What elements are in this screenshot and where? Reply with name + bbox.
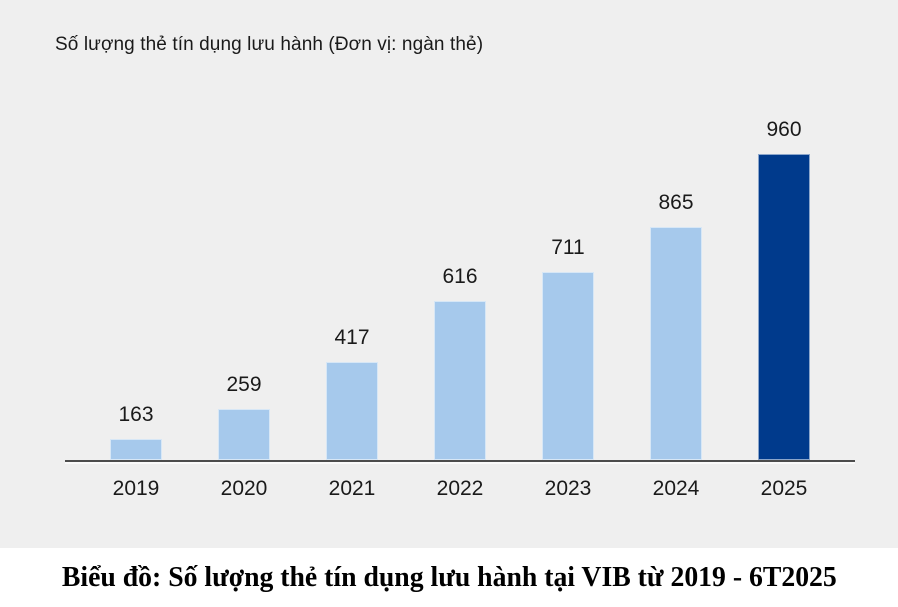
x-axis-label-2021: 2021 (328, 477, 376, 500)
x-axis-label-2022: 2022 (436, 477, 484, 500)
bar-value-label-2019: 163 (118, 403, 154, 426)
x-axis-label-2023: 2023 (544, 477, 592, 500)
x-axis-label-2020: 2020 (220, 477, 268, 500)
bar-2019 (110, 439, 162, 460)
chart-title: Số lượng thẻ tín dụng lưu hành (Đơn vị: … (55, 34, 484, 55)
bar-2021 (326, 362, 378, 460)
bar-2025 (758, 154, 810, 460)
x-axis-label-2019: 2019 (112, 477, 160, 500)
chart-caption: Biểu đồ: Số lượng thẻ tín dụng lưu hành … (61, 561, 837, 593)
bar-value-label-2020: 259 (226, 373, 262, 396)
bar-value-label-2025: 960 (766, 118, 802, 141)
bar-value-label-2023: 711 (551, 236, 585, 259)
bar-value-label-2022: 616 (442, 265, 478, 288)
bar-2024 (650, 227, 702, 460)
bar-value-label-2021: 417 (334, 326, 370, 349)
x-axis-label-2024: 2024 (652, 477, 700, 500)
bar-chart-plot: 163 2019 259 2020 417 2021 616 2022 711 2023 865 20… (65, 118, 855, 500)
caption-strip: Biểu đồ: Số lượng thẻ tín dụng lưu hành … (0, 548, 898, 607)
bar-2022 (434, 301, 486, 460)
bar-2020 (218, 409, 270, 460)
bar-2023 (542, 272, 594, 460)
x-axis-label-2025: 2025 (760, 477, 808, 500)
x-axis-line (65, 460, 855, 462)
bar-value-label-2024: 865 (658, 191, 694, 214)
chart-area: Số lượng thẻ tín dụng lưu hành (Đơn vị: … (0, 0, 898, 548)
